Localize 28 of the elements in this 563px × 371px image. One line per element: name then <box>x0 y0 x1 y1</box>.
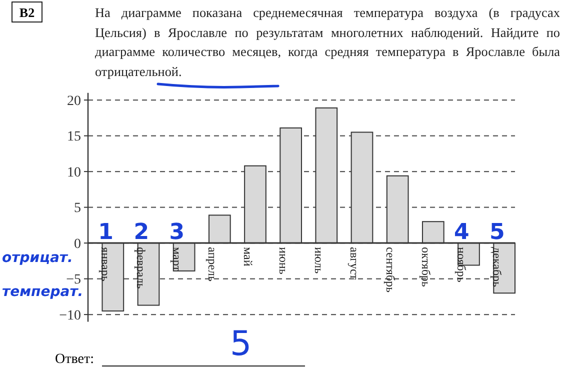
annotation: 2 <box>134 220 150 246</box>
y-tick-label: 20 <box>67 94 81 109</box>
y-tick-label: −10 <box>59 308 81 324</box>
x-tick-label: март <box>170 247 184 272</box>
annotation: 1 <box>98 220 114 246</box>
annotation: 5 <box>490 220 505 246</box>
x-tick-label: апрель <box>205 247 220 282</box>
y-tick-label: 0 <box>74 236 81 252</box>
x-tick-label: сентябрь <box>383 247 398 293</box>
x-tick-label: август <box>348 247 362 280</box>
text: B2 <box>19 5 35 20</box>
x-tick-label: июль <box>312 247 326 274</box>
x-tick-label: февраль <box>134 247 148 290</box>
y-tick-label: 15 <box>67 130 81 145</box>
x-tick-label: январь <box>98 247 113 282</box>
x-tick-label: декабрь <box>490 247 504 288</box>
text: Ответ: <box>55 352 94 367</box>
x-tick-label: июнь <box>276 247 291 275</box>
text: отрицат. <box>2 250 73 266</box>
x-tick-label: октябрь <box>418 247 433 288</box>
y-tick-label: 10 <box>67 165 81 180</box>
x-tick-label: ноябрь <box>454 247 468 283</box>
text: 5 <box>230 324 252 364</box>
y-tick-label: 5 <box>74 201 81 216</box>
annotation: 4 <box>454 220 470 246</box>
annotation: 3 <box>169 220 185 246</box>
x-tick-label: май <box>240 247 255 267</box>
chart-title: На диаграмме показана среднемесячная температура воздуха (в градусах Цельсия) в Ярославле по результатам многолетних наблюдений. Найдите по диаграмме количество месяцев, когда средняя температура в Ярославле была отрицательной. <box>95 4 560 81</box>
